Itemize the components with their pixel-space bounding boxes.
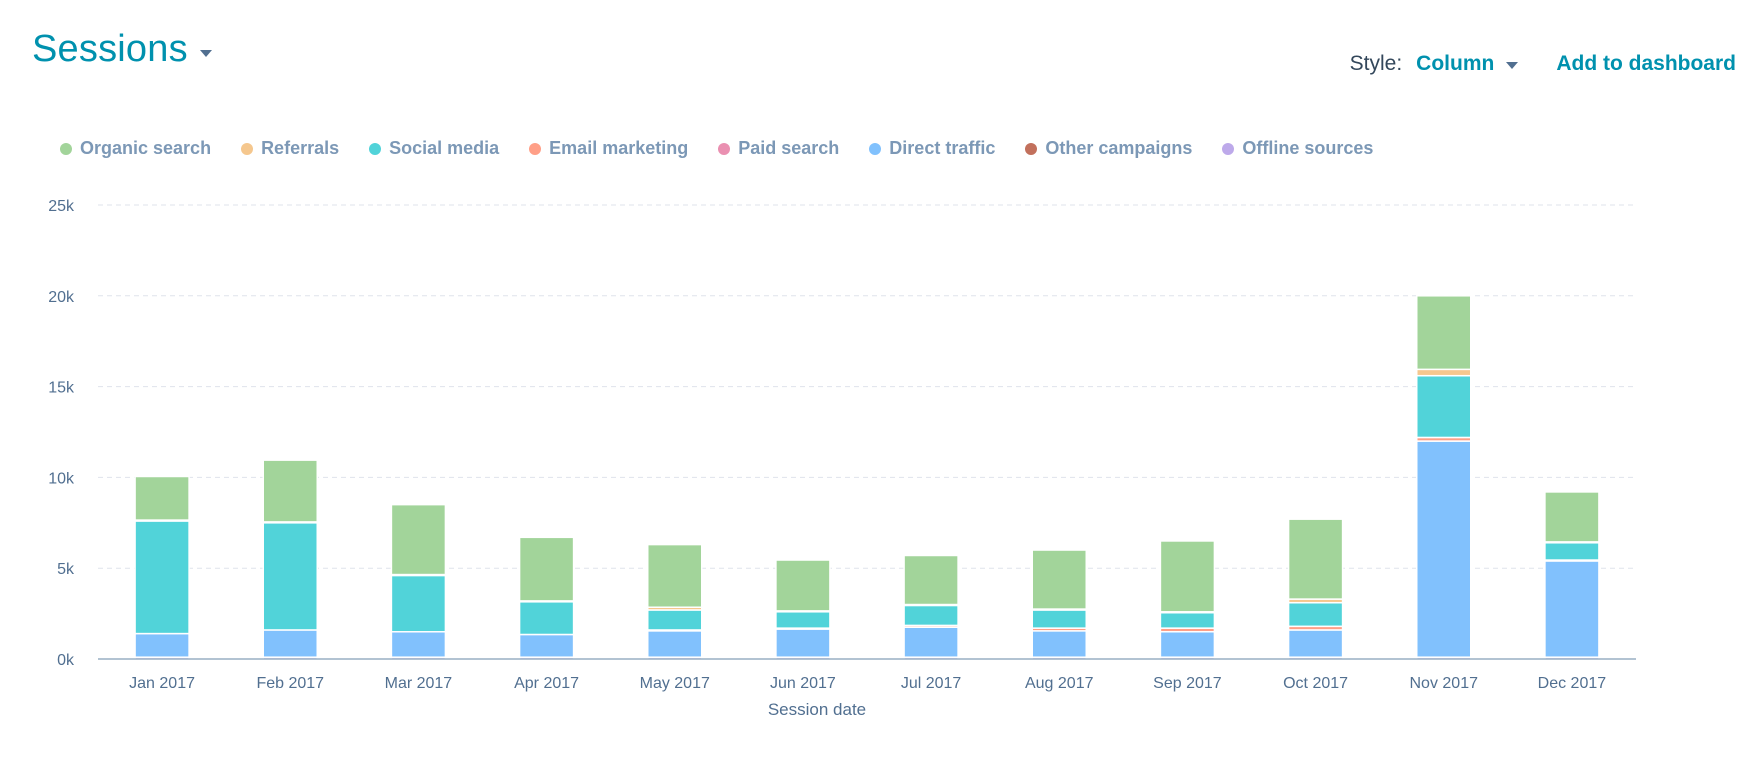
bar-segment-social-media[interactable]	[518, 601, 575, 636]
x-tick-label: May 2017	[640, 675, 710, 692]
legend-label: Offline sources	[1242, 138, 1374, 158]
legend-dot-icon	[1222, 142, 1235, 155]
bar-segment-organic-search[interactable]	[518, 536, 575, 602]
legend-dot-icon	[869, 142, 882, 155]
x-tick-label: Nov 2017	[1410, 675, 1479, 692]
x-tick-label: Jul 2017	[901, 675, 962, 692]
legend-item-direct-traffic[interactable]: Direct traffic	[869, 138, 995, 159]
bar-segment-direct-traffic[interactable]	[390, 631, 447, 658]
caret-down-icon	[1506, 61, 1519, 69]
x-tick-label: Oct 2017	[1283, 675, 1348, 692]
legend-label: Email marketing	[549, 138, 689, 158]
legend-dot-icon	[718, 142, 731, 155]
bar-segment-direct-traffic[interactable]	[1544, 560, 1600, 658]
legend-label: Other campaigns	[1045, 138, 1193, 158]
legend-dot-icon	[1025, 142, 1038, 155]
x-tick-label: Mar 2017	[385, 675, 453, 692]
bar-segment-social-media[interactable]	[1416, 374, 1472, 439]
y-tick-label: 25k	[48, 198, 75, 215]
bar-segment-social-media[interactable]	[775, 611, 831, 629]
legend-item-paid-search[interactable]: Paid search	[718, 138, 839, 159]
x-tick-label: Feb 2017	[256, 675, 324, 692]
bar-segment-direct-traffic[interactable]	[1159, 631, 1216, 658]
bar-segment-social-media[interactable]	[134, 520, 190, 635]
bar-segment-direct-traffic[interactable]	[647, 630, 703, 658]
style-dropdown[interactable]: Column	[1416, 52, 1519, 76]
legend-item-email-marketing[interactable]: Email marketing	[529, 138, 688, 159]
legend-dot-icon	[529, 142, 542, 155]
y-tick-label: 0k	[57, 652, 75, 669]
bar-segment-organic-search[interactable]	[1416, 295, 1472, 371]
bar-segment-organic-search[interactable]	[390, 503, 447, 576]
add-to-dashboard-link[interactable]: Add to dashboard	[1556, 52, 1736, 75]
x-tick-label: Apr 2017	[514, 675, 579, 692]
x-axis-title: Session date	[768, 700, 866, 719]
legend-label: Social media	[389, 138, 500, 158]
bar-segment-social-media[interactable]	[1159, 611, 1216, 629]
x-tick-label: Sep 2017	[1153, 675, 1222, 692]
page-title-dropdown[interactable]: Sessions	[32, 28, 212, 71]
bar-segment-organic-search[interactable]	[1544, 491, 1600, 543]
bar-segment-organic-search[interactable]	[1287, 518, 1344, 600]
legend-dot-icon	[369, 142, 382, 155]
y-tick-label: 15k	[48, 380, 75, 397]
legend-item-other-campaigns[interactable]: Other campaigns	[1025, 138, 1192, 159]
bar-segment-organic-search[interactable]	[775, 559, 831, 612]
bar-segment-social-media[interactable]	[390, 574, 447, 633]
bar-segment-direct-traffic[interactable]	[903, 626, 959, 658]
chart-controls: Style: Column Add to dashboard	[1350, 52, 1736, 76]
page-title: Sessions	[32, 28, 188, 70]
bar-segment-organic-search[interactable]	[1031, 549, 1087, 610]
bar-segment-direct-traffic[interactable]	[134, 632, 190, 658]
bar-segment-social-media[interactable]	[903, 604, 959, 627]
legend-label: Paid search	[738, 138, 840, 158]
x-tick-label: Aug 2017	[1025, 675, 1094, 692]
bar-segment-direct-traffic[interactable]	[262, 629, 318, 658]
legend-label: Referrals	[261, 138, 340, 158]
legend-dot-icon	[60, 142, 72, 155]
legend-item-social-media[interactable]: Social media	[369, 138, 499, 159]
bar-segment-referrals[interactable]	[1416, 368, 1472, 377]
bar-segment-organic-search[interactable]	[134, 475, 190, 521]
y-tick-label: 5k	[57, 561, 75, 578]
x-tick-label: Jan 2017	[129, 675, 195, 692]
legend-item-referrals[interactable]: Referrals	[241, 138, 339, 159]
bar-segment-direct-traffic[interactable]	[1416, 440, 1472, 658]
legend-label: Direct traffic	[889, 138, 996, 158]
bar-segment-organic-search[interactable]	[647, 543, 703, 608]
bar-segment-social-media[interactable]	[1031, 609, 1087, 629]
y-tick-label: 10k	[48, 470, 75, 487]
bar-segment-organic-search[interactable]	[1159, 540, 1216, 613]
bar-segment-direct-traffic[interactable]	[518, 633, 575, 658]
legend-dot-icon	[241, 142, 254, 155]
bar-segment-organic-search[interactable]	[262, 459, 318, 523]
caret-down-icon	[199, 50, 212, 57]
bar-segment-social-media[interactable]	[1544, 542, 1600, 561]
chart-legend: Organic search Referrals Social media Email…	[60, 138, 1403, 159]
x-tick-label: Dec 2017	[1538, 675, 1607, 692]
bar-segment-social-media[interactable]	[647, 609, 703, 631]
style-label: Style:	[1349, 52, 1403, 75]
y-tick-label: 20k	[48, 289, 75, 306]
bar-segment-direct-traffic[interactable]	[1287, 629, 1344, 658]
legend-item-offline-sources[interactable]: Offline sources	[1222, 138, 1373, 159]
x-tick-label: Jun 2017	[770, 675, 836, 692]
bar-segment-social-media[interactable]	[1287, 601, 1344, 628]
bar-segment-organic-search[interactable]	[903, 554, 959, 606]
bar-segment-direct-traffic[interactable]	[1031, 630, 1087, 658]
legend-label: Organic search	[80, 138, 212, 158]
bar-segment-direct-traffic[interactable]	[775, 628, 831, 658]
style-value: Column	[1416, 52, 1495, 75]
legend-item-organic-search[interactable]: Organic search	[60, 138, 211, 159]
bar-segment-social-media[interactable]	[262, 522, 318, 631]
